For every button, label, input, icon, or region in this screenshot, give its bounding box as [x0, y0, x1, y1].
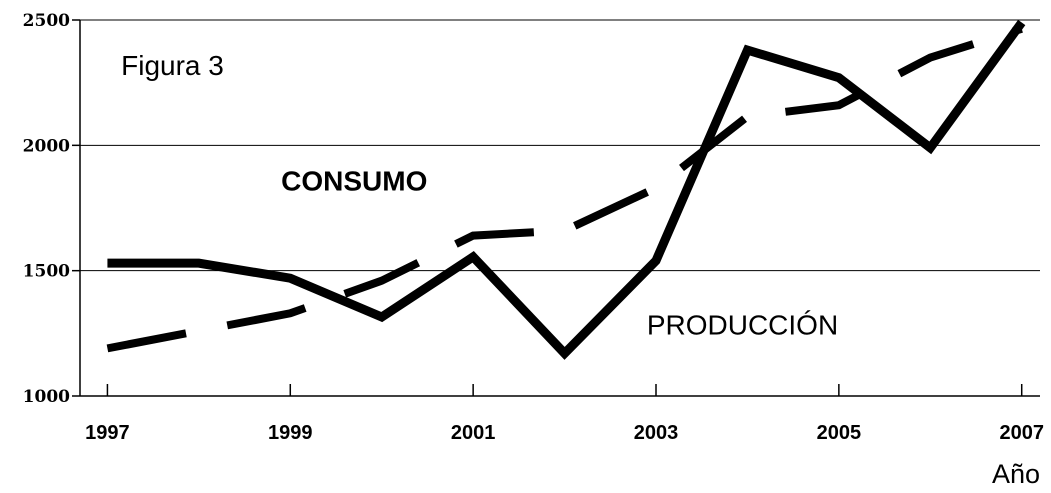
axes	[79, 20, 1040, 397]
x-tick-label: 1997	[85, 422, 130, 444]
y-tick-label: 1500	[23, 262, 70, 282]
x-tick-label: 2005	[817, 422, 862, 444]
annotation-figura-3: Figura 3	[121, 50, 224, 81]
y-tick-label: 1000	[23, 387, 70, 407]
series-line-produccion	[107, 19, 1026, 360]
annotations: Figura 3 CONSUMO PRODUCCIÓN	[121, 50, 838, 340]
x-axis-label: Año	[992, 459, 1040, 489]
x-tick-labels: 1997 1999 2001 2003 2005 2007	[85, 384, 1044, 444]
annotation-producci-n: PRODUCCIÓN	[647, 310, 838, 341]
series-lines	[106, 19, 1026, 360]
x-tick-label: 2007	[999, 422, 1044, 444]
x-tick-label: 1999	[268, 422, 313, 444]
series-line-consumo	[106, 24, 1023, 353]
y-tick-label: 2500	[23, 11, 70, 31]
y-tick-labels: 1000 1500 2000 2500	[23, 11, 80, 407]
gridlines	[80, 19, 1040, 272]
x-tick-label: 2001	[451, 422, 496, 444]
y-tick-label: 2000	[23, 136, 70, 156]
x-tick-label: 2003	[634, 422, 679, 444]
annotation-consumo: CONSUMO	[281, 165, 427, 196]
